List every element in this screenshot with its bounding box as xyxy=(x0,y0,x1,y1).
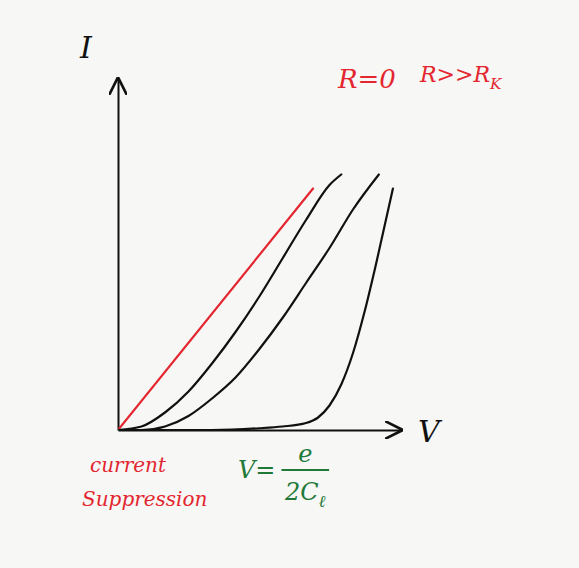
annotation: current xyxy=(90,453,167,477)
annotation-text: R>>R xyxy=(419,62,490,87)
fraction: e 2Cℓ xyxy=(281,440,329,511)
x-arrow xyxy=(399,429,401,431)
annotation-text: current xyxy=(90,453,167,477)
numerator: e xyxy=(298,440,312,468)
x-axis xyxy=(119,430,401,431)
x-axis-title: V xyxy=(418,414,443,449)
annotation-text: V= xyxy=(238,456,275,484)
annotation-text: R=0 xyxy=(337,64,396,94)
subscript: K xyxy=(489,75,503,93)
y-arrow xyxy=(117,79,119,81)
denominator-text: 2C xyxy=(284,478,319,506)
curve xyxy=(118,175,379,431)
subscript: ℓ xyxy=(319,491,326,511)
annotation: R=0 xyxy=(337,64,396,94)
annotation-text: Suppression xyxy=(82,487,207,511)
chart: IVR=0R>>RKcurrentSuppressionV=e2Cℓ xyxy=(0,0,579,568)
fraction-bar xyxy=(281,469,329,471)
curve xyxy=(118,189,313,431)
curve xyxy=(118,189,393,431)
annotation: V= xyxy=(238,456,275,484)
y-axis-title: I xyxy=(79,30,93,65)
y-axis xyxy=(118,81,119,431)
denominator: 2Cℓ xyxy=(284,478,326,511)
lines xyxy=(118,175,393,431)
annotation: Suppression xyxy=(82,487,207,511)
annotation: R>>RK xyxy=(419,62,503,93)
axis-line xyxy=(118,81,120,431)
plot xyxy=(118,79,401,431)
curve xyxy=(118,175,341,431)
